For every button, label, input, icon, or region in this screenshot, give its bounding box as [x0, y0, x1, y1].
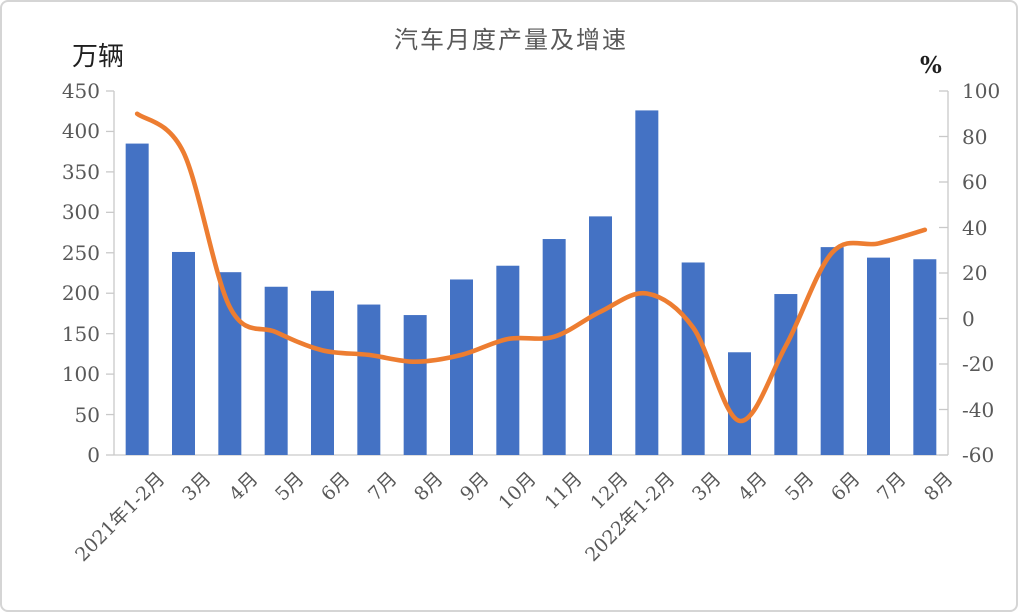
left-axis-tick-label: 300: [61, 200, 100, 225]
left-axis-tick-label: 0: [87, 443, 100, 467]
left-axis-tick-label: 150: [61, 321, 100, 346]
right-axis-tick-label: -60: [962, 443, 995, 467]
left-axis-tick-label: 50: [74, 402, 100, 427]
production-bar-6月: [820, 247, 844, 455]
left-axis-tick-label: 200: [61, 281, 100, 306]
left-axis-tick-label: 250: [61, 240, 100, 265]
production-bar-5月: [774, 294, 798, 455]
right-axis-tick-label: 80: [962, 124, 988, 149]
production-bar-3月: [172, 251, 195, 455]
left-axis-unit-label: 万辆: [72, 42, 125, 72]
production-bar-8月: [403, 315, 427, 455]
left-axis-tick-label: 450: [61, 79, 100, 103]
production-bar-8月: [913, 259, 937, 455]
production-bar-6月: [311, 290, 334, 455]
production-bar-4月: [218, 272, 242, 455]
production-bar-12月: [589, 216, 612, 455]
left-axis-tick-label: 400: [61, 119, 100, 144]
left-axis-tick-label: 350: [61, 159, 100, 184]
right-axis-tick-label: 100: [962, 79, 1001, 103]
production-bar-5月: [264, 286, 288, 455]
production-bar-7月: [357, 304, 381, 455]
right-axis-unit-label: %: [920, 52, 942, 79]
production-bar-7月: [867, 257, 890, 455]
production-bar-4月: [728, 352, 751, 455]
production-bar-11月: [542, 239, 566, 455]
right-axis-tick-label: -40: [962, 397, 995, 422]
right-axis-tick-label: 40: [962, 215, 988, 240]
right-axis-tick-label: 0: [962, 306, 975, 331]
production-bar-9月: [450, 279, 473, 455]
chart-title: 汽车月度产量及增速: [394, 26, 628, 54]
production-bar-2022年1-2月: [635, 110, 659, 455]
right-axis-tick-label: -20: [962, 352, 995, 376]
left-axis-tick-label: 100: [61, 362, 100, 387]
production-bar-10月: [496, 265, 520, 455]
right-axis-tick-label: 60: [962, 170, 988, 194]
growth-rate-line: [134, 111, 928, 424]
production-bar-2021年1-2月: [125, 143, 149, 456]
production-bar-3月: [681, 262, 705, 455]
right-axis-tick-label: 20: [962, 261, 988, 285]
